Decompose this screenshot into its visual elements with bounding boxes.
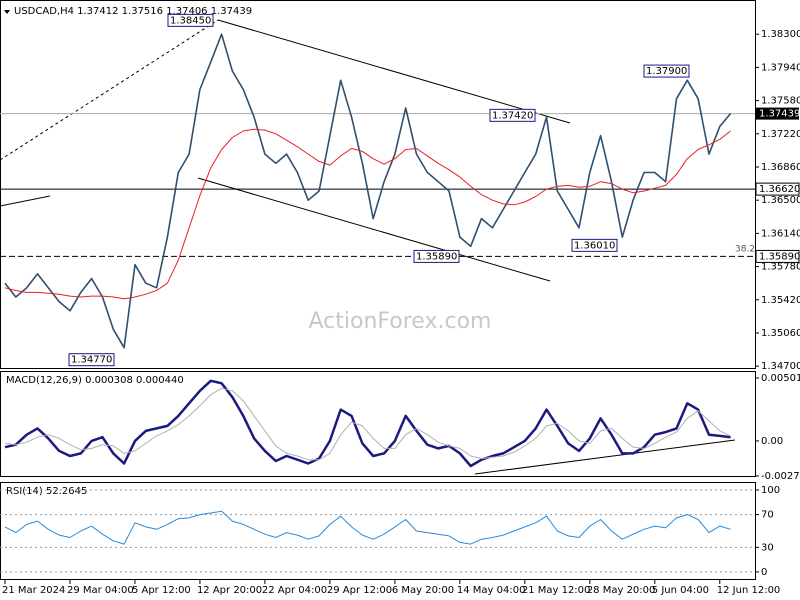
y-tick-label: 1.35420 bbox=[761, 295, 800, 306]
x-tick-label: 21 Mar 2024 bbox=[2, 585, 65, 596]
menu-arrow[interactable] bbox=[4, 10, 10, 14]
y-tick-label: 1.37220 bbox=[761, 129, 800, 140]
price-annotation: 1.37420 bbox=[492, 110, 533, 121]
macd-panel bbox=[0, 371, 756, 477]
macd-trend-line bbox=[474, 439, 736, 475]
x-tick-label: 21 May 12:00 bbox=[522, 585, 591, 596]
price-annotation-box bbox=[571, 238, 618, 252]
y-tick-label: 1.35060 bbox=[761, 328, 800, 339]
x-tick-label: 5 Apr 12:00 bbox=[132, 585, 191, 596]
price-annotation-box bbox=[167, 13, 214, 27]
price-annotation-box bbox=[413, 249, 460, 263]
price-annotation: 1.38450 bbox=[170, 15, 211, 26]
price-annotation: 1.37900 bbox=[646, 66, 687, 77]
y-tick-label: 0.00 bbox=[761, 436, 783, 447]
x-tick-label: 29 Apr 12:00 bbox=[327, 585, 392, 596]
y-tick-label: 1.37580 bbox=[761, 96, 800, 107]
y-tick-label: 70 bbox=[761, 510, 774, 521]
channel-line bbox=[217, 19, 571, 124]
x-tick-label: 12 Jun 12:00 bbox=[717, 585, 781, 596]
y-tick-label: 1.34700 bbox=[761, 361, 800, 372]
series-line bbox=[4, 510, 731, 545]
x-tick-label: 22 Apr 04:00 bbox=[262, 585, 327, 596]
x-tick-label: 14 May 04:00 bbox=[457, 585, 526, 596]
y-tick-label: -0.002795 bbox=[761, 471, 800, 482]
series-line bbox=[4, 128, 731, 300]
y-tick-label: 0 bbox=[761, 567, 767, 578]
x-tick-label: 29 Mar 04:00 bbox=[67, 585, 134, 596]
indicator-title: RSI(14) 52.2645 bbox=[6, 486, 87, 497]
current-price-box bbox=[756, 107, 799, 120]
x-tick-label: 5 Jun 04:00 bbox=[652, 585, 709, 596]
rsi-panel bbox=[0, 482, 756, 580]
y-tick-label: 30 bbox=[761, 542, 774, 553]
y-tick-label: 1.36860 bbox=[761, 162, 800, 173]
level-label: 1.35890 bbox=[759, 251, 800, 262]
x-tick-label: 12 Apr 20:00 bbox=[197, 585, 262, 596]
series-line bbox=[4, 387, 731, 461]
level-label: 1.36620 bbox=[759, 184, 800, 195]
y-tick-label: 100 bbox=[761, 485, 780, 496]
header-title: USDCAD,H4 1.37412 1.37516 1.37406 1.3743… bbox=[14, 6, 252, 17]
y-tick-label: 0.005018 bbox=[761, 373, 800, 384]
indicator-title: MACD(12,26,9) 0.000308 0.000440 bbox=[6, 375, 184, 386]
level-label-box bbox=[755, 182, 800, 196]
y-tick-label: 1.35780 bbox=[761, 262, 800, 273]
price-annotation-box bbox=[489, 108, 536, 122]
channel-line bbox=[197, 177, 551, 282]
price-annotation: 1.36010 bbox=[574, 240, 615, 251]
price-annotation-box bbox=[68, 353, 115, 367]
y-tick-label: 1.36500 bbox=[761, 195, 800, 206]
current-price-label: 1.37439 bbox=[759, 109, 800, 120]
y-tick-label: 1.38300 bbox=[761, 29, 800, 40]
x-tick-label: 6 May 20:00 bbox=[392, 585, 454, 596]
y-tick-label: 1.37940 bbox=[761, 62, 800, 73]
level-label-box bbox=[755, 249, 800, 263]
x-tick-label: 28 May 20:00 bbox=[587, 585, 656, 596]
price-annotation-box bbox=[643, 64, 690, 78]
trend-line bbox=[0, 19, 219, 161]
price-annotation: 1.35890 bbox=[416, 251, 457, 262]
series-line bbox=[4, 33, 732, 349]
trend-line bbox=[0, 195, 51, 207]
watermark: ActionForex.com bbox=[309, 309, 492, 334]
price-annotation: 1.34770 bbox=[71, 355, 112, 366]
y-tick-label: 1.36140 bbox=[761, 228, 800, 239]
fib-label: 38.2 bbox=[735, 245, 755, 255]
series-line bbox=[4, 379, 731, 468]
